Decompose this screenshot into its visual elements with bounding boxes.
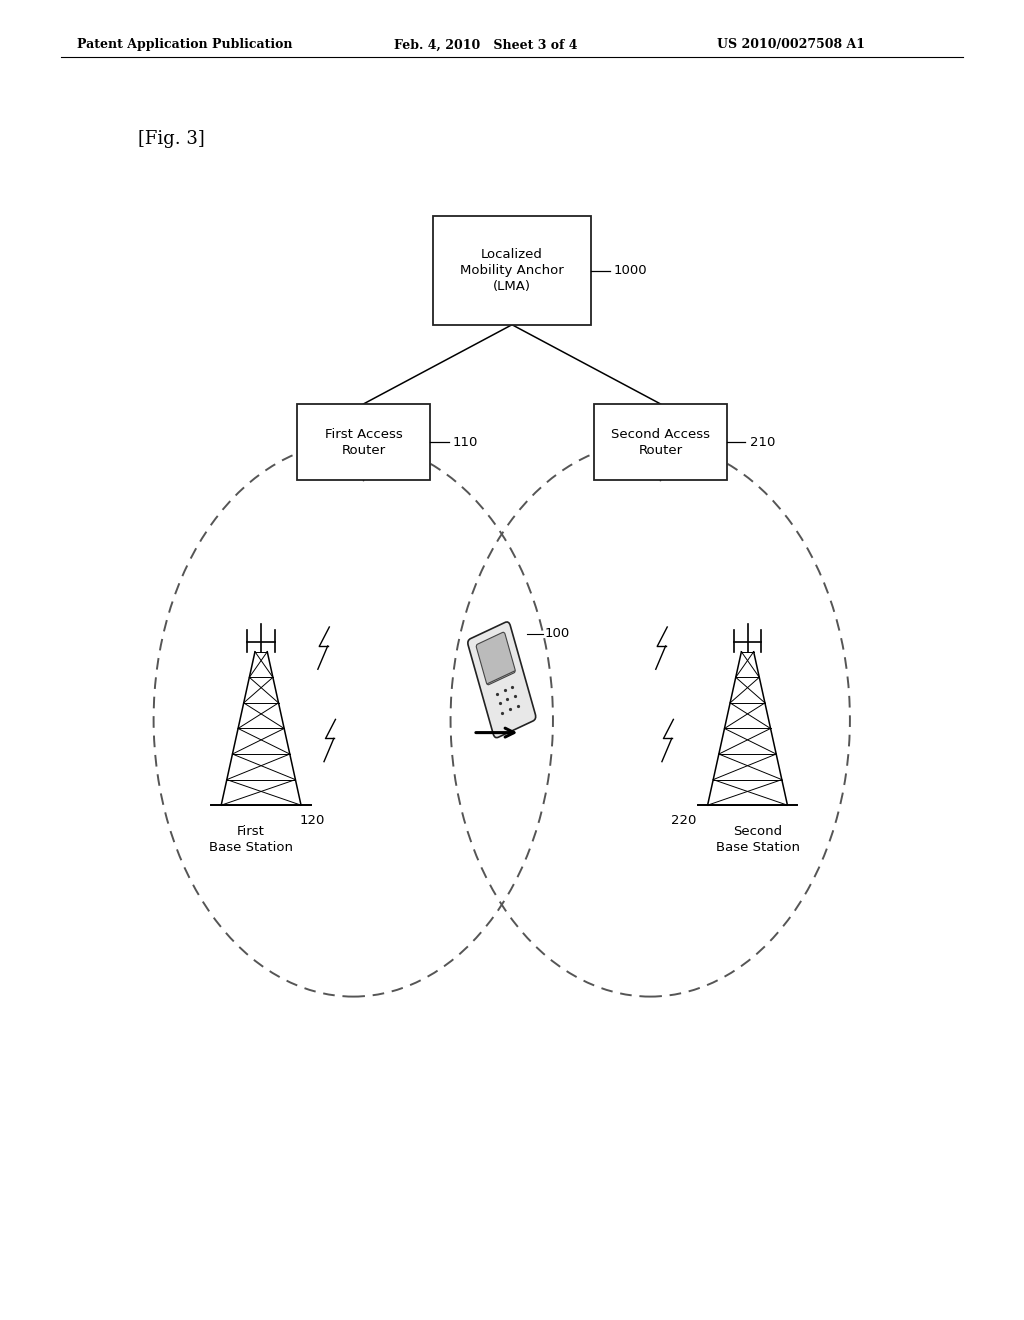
Text: 220: 220: [671, 814, 696, 828]
Text: Patent Application Publication: Patent Application Publication: [77, 38, 292, 51]
Text: 110: 110: [453, 436, 478, 449]
FancyBboxPatch shape: [476, 632, 515, 685]
Text: First Access
Router: First Access Router: [325, 428, 402, 457]
FancyBboxPatch shape: [432, 216, 592, 325]
Text: First
Base Station: First Base Station: [209, 825, 293, 854]
Text: 1000: 1000: [614, 264, 647, 277]
FancyBboxPatch shape: [594, 404, 727, 480]
Text: US 2010/0027508 A1: US 2010/0027508 A1: [717, 38, 865, 51]
Text: 100: 100: [545, 627, 570, 640]
FancyBboxPatch shape: [468, 622, 536, 738]
FancyBboxPatch shape: [297, 404, 430, 480]
Text: Feb. 4, 2010   Sheet 3 of 4: Feb. 4, 2010 Sheet 3 of 4: [394, 38, 578, 51]
Text: 210: 210: [750, 436, 775, 449]
Text: Localized
Mobility Anchor
(LMA): Localized Mobility Anchor (LMA): [460, 248, 564, 293]
Text: Second
Base Station: Second Base Station: [716, 825, 800, 854]
Text: Second Access
Router: Second Access Router: [611, 428, 710, 457]
Text: 120: 120: [300, 814, 326, 828]
Text: [Fig. 3]: [Fig. 3]: [138, 129, 205, 148]
